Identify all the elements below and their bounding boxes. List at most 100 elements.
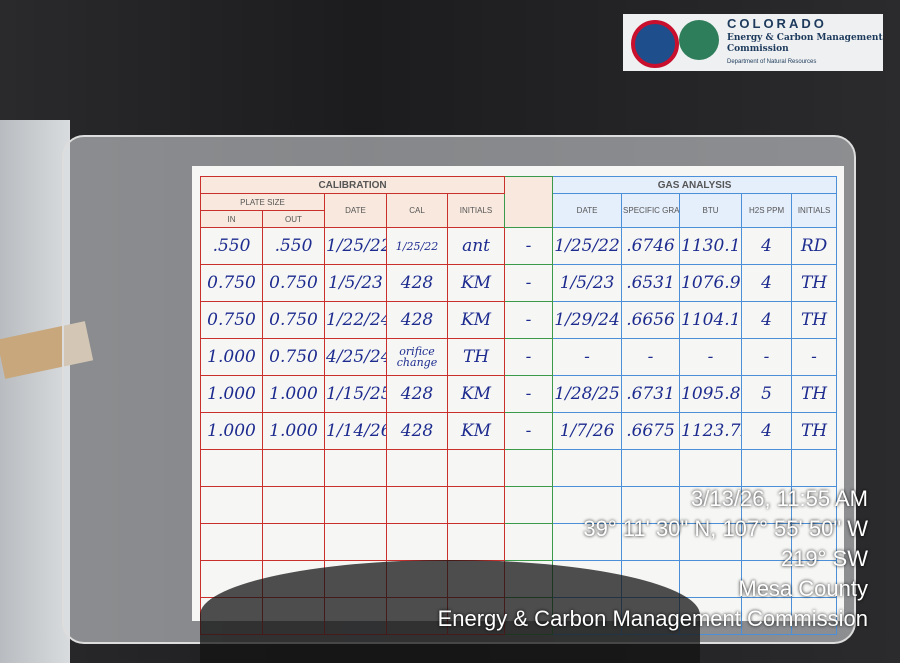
handwritten-entry: 4 <box>741 301 793 339</box>
record-row: 1.000 1.000 1/14/26 428 KM -1/7/26.6675 1123.7… <box>200 412 838 450</box>
handwritten-entry: RD <box>791 227 838 265</box>
record-row: .550.550 1/25/22 1/25/22 ant -1/25/22.6746 11… <box>200 227 838 265</box>
section-title: CALIBRATION <box>199 176 506 194</box>
column-header: BTU <box>679 193 743 228</box>
column-header: IN <box>200 210 263 228</box>
empty-cell <box>446 486 506 524</box>
column-header: H2S PPM <box>741 193 793 228</box>
stamp-county: Mesa County <box>738 576 868 601</box>
empty-cell <box>621 486 681 524</box>
column-header: SPECIFIC GRAVITY <box>621 193 681 228</box>
empty-cell <box>679 449 743 487</box>
empty-row <box>200 523 838 561</box>
handwritten-entry: .6656 <box>621 301 681 339</box>
handwritten-entry: 4 <box>741 264 793 302</box>
stamp-agency: Energy & Carbon Management Commission <box>437 606 868 631</box>
empty-cell <box>200 449 263 487</box>
record-row: 1.000 1.000 1/15/25 428 KM -1/28/25.6731 1095.… <box>200 375 838 413</box>
section-title: GAS ANALYSIS <box>552 176 838 194</box>
handwritten-entry: 1.000 <box>200 412 263 450</box>
empty-cell <box>324 486 387 524</box>
handwritten-entry: .6746 <box>621 227 681 265</box>
empty-cell <box>200 486 263 524</box>
empty-cell <box>262 449 325 487</box>
handwritten-entry: 428 <box>386 375 448 413</box>
handwritten-entry: .550 <box>200 227 263 265</box>
handwritten-entry: 1104.15 <box>679 301 743 339</box>
column-header: DATE <box>324 193 387 228</box>
empty-cell <box>741 597 793 635</box>
record-row: 1.000 0.750 4/25/24 orifice change TH - - - - - - <box>200 338 838 376</box>
handwritten-entry: - <box>621 338 681 376</box>
handwritten-entry: 428 <box>386 264 448 302</box>
handwritten-entry: 1.000 <box>200 375 263 413</box>
empty-cell <box>504 449 554 487</box>
logo-department: Department of Natural Resources <box>727 59 817 65</box>
empty-cell <box>446 449 506 487</box>
handwritten-entry: - <box>504 375 554 413</box>
blank-header <box>504 176 554 228</box>
handwritten-entry: 4 <box>741 412 793 450</box>
handwritten-entry: KM <box>446 264 506 302</box>
empty-cell <box>791 449 838 487</box>
handwritten-entry: 0.750 <box>262 338 325 376</box>
handwritten-entry: - <box>504 338 554 376</box>
logo-icon <box>631 20 679 68</box>
handwritten-entry: KM <box>446 412 506 450</box>
handwritten-entry: 0.750 <box>200 264 263 302</box>
handwritten-entry: 428 <box>386 412 448 450</box>
empty-cell <box>552 523 623 561</box>
handwritten-entry: 1/5/23 <box>324 264 387 302</box>
record-card: CALIBRATION GAS ANALYSIS PLATE SIZE DATE CAL… <box>192 166 844 635</box>
column-header: INITIALS <box>791 193 838 228</box>
handwritten-entry: - <box>504 301 554 339</box>
handwritten-entry: 1130.17 <box>679 227 743 265</box>
group-title: PLATE SIZE <box>200 193 325 211</box>
stamp-datetime: 3/13/26, 11:55 AM <box>691 486 868 511</box>
handwritten-entry: orifice change <box>386 338 448 376</box>
column-header: DATE <box>552 193 623 228</box>
empty-cell <box>741 486 793 524</box>
empty-cell <box>791 486 838 524</box>
handwritten-entry: - <box>504 412 554 450</box>
header-row: PLATE SIZE DATE CAL INITIALS DATE SPECIFIC GR… <box>200 193 838 228</box>
empty-cell <box>324 523 387 561</box>
handwritten-entry: - <box>741 338 793 376</box>
empty-cell <box>386 449 448 487</box>
handwritten-entry: 428 <box>386 301 448 339</box>
handwritten-entry: TH <box>791 264 838 302</box>
column-header: INITIALS <box>446 193 506 228</box>
handwritten-entry: 1/14/26 <box>324 412 387 450</box>
empty-cell <box>262 486 325 524</box>
handwritten-entry: TH <box>791 301 838 339</box>
handwritten-entry: KM <box>446 375 506 413</box>
handwritten-entry: 1/7/26 <box>552 412 623 450</box>
logo-agency: Commission <box>727 44 789 54</box>
handwritten-entry: 0.750 <box>262 264 325 302</box>
handwritten-entry: 0.750 <box>200 301 263 339</box>
handwritten-entry: TH <box>446 338 506 376</box>
empty-cell <box>200 523 263 561</box>
handwritten-entry: - <box>791 338 838 376</box>
column-header: OUT <box>262 210 325 228</box>
handwritten-entry: .6531 <box>621 264 681 302</box>
empty-cell <box>791 597 838 635</box>
handwritten-entry: TH <box>791 412 838 450</box>
handwritten-entry: 4 <box>741 227 793 265</box>
handwritten-entry: 1/25/22 <box>552 227 623 265</box>
agency-logo: COLORADO Energy & Carbon Management Comm… <box>623 14 883 71</box>
handwritten-entry: 1/28/25 <box>552 375 623 413</box>
handwritten-entry: 1/29/24 <box>552 301 623 339</box>
handwritten-entry: ant <box>446 227 506 265</box>
handwritten-entry: 1/22/24 <box>324 301 387 339</box>
handwritten-entry: - <box>552 338 623 376</box>
wall <box>0 120 70 663</box>
empty-cell <box>324 449 387 487</box>
logo-agency: Energy & Carbon Management <box>727 33 883 43</box>
column-header: CAL <box>386 193 448 228</box>
logo-name: COLORADO <box>727 16 827 31</box>
handwritten-entry: TH <box>791 375 838 413</box>
handwritten-entry: - <box>679 338 743 376</box>
handwritten-entry: 1/25/22 <box>386 227 448 265</box>
